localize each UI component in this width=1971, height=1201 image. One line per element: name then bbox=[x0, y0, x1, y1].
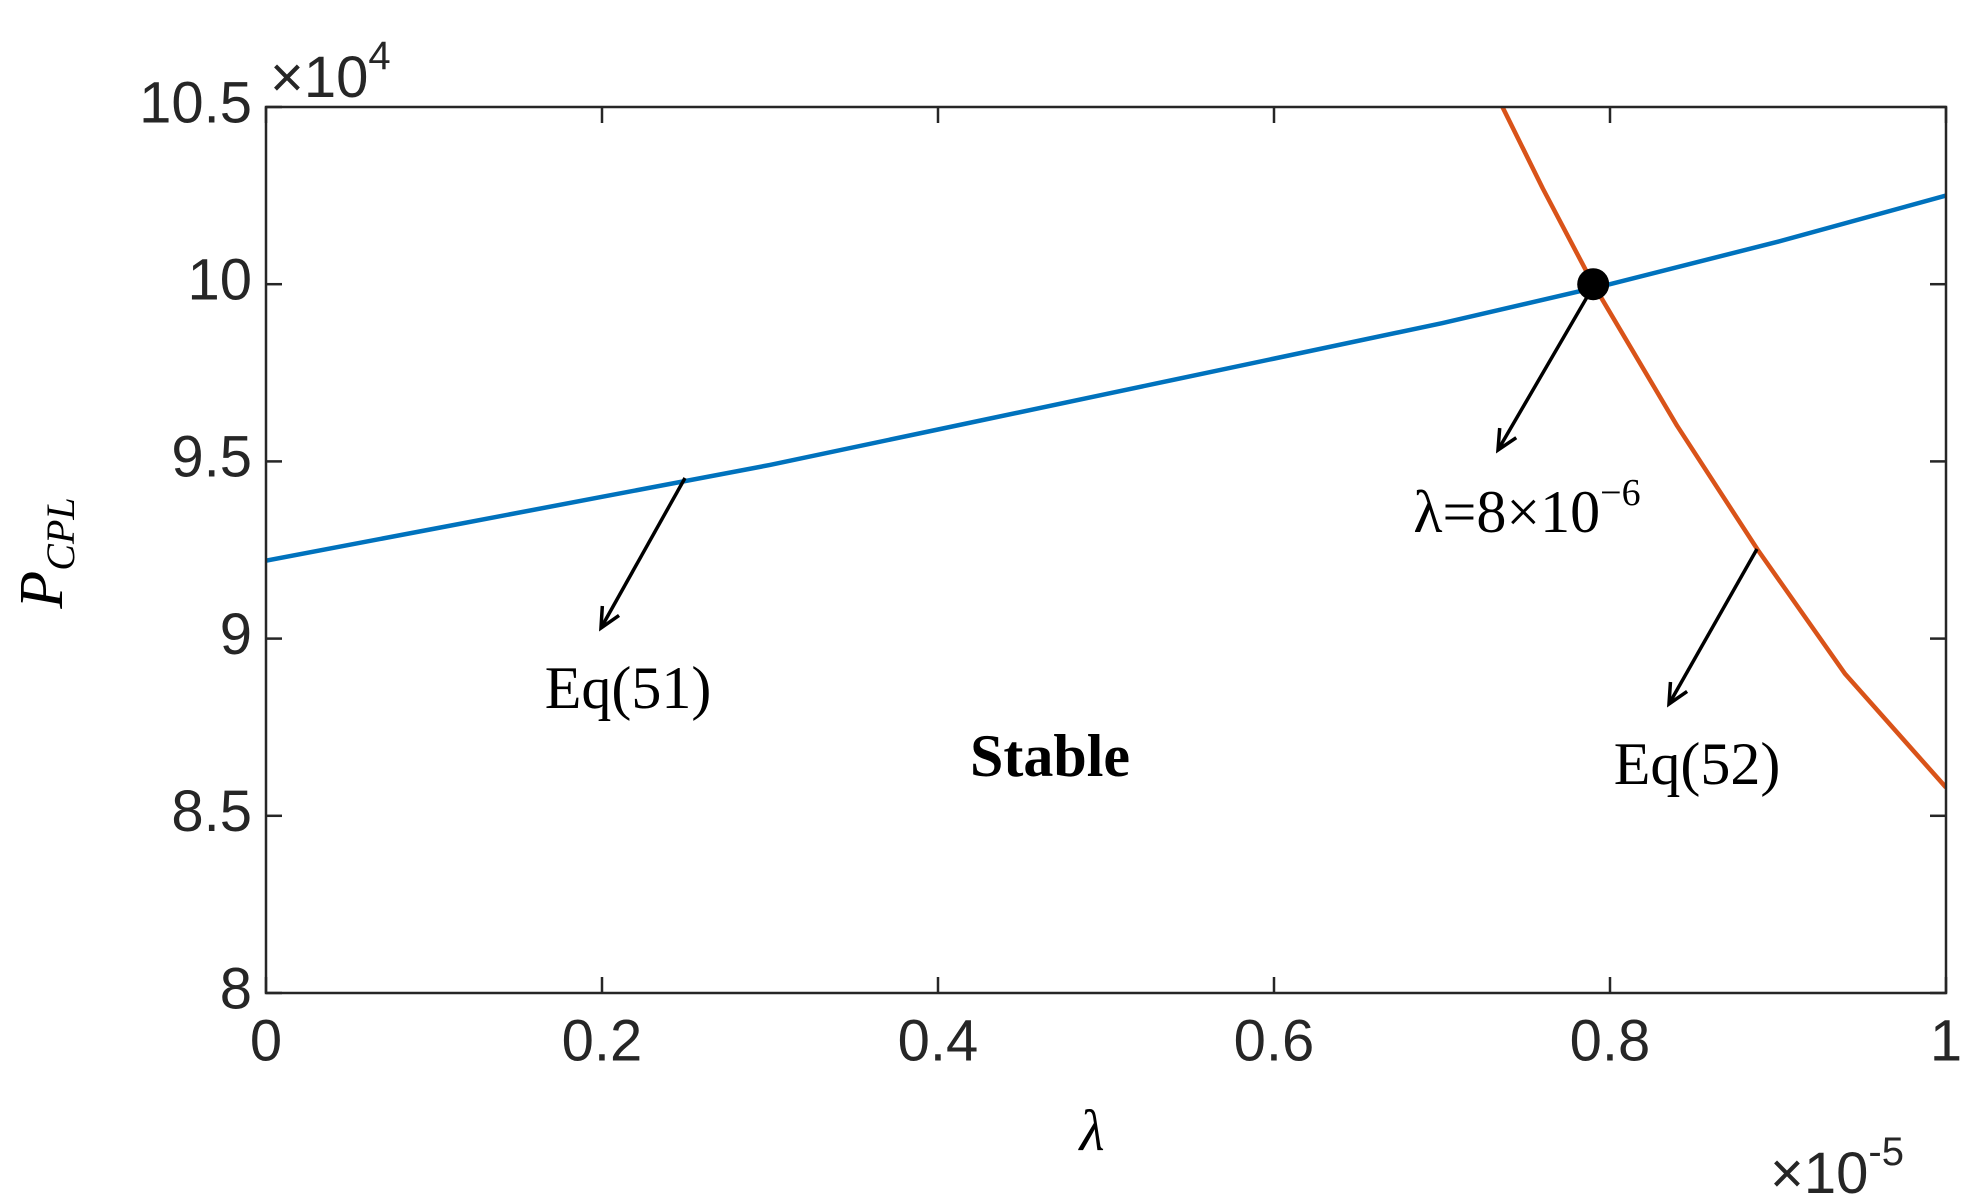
x-multiplier-exponent: -5 bbox=[1868, 1130, 1904, 1174]
intersection-point bbox=[1577, 268, 1610, 301]
series-line bbox=[266, 193, 1946, 563]
x-multiplier-base: ×10 bbox=[1770, 1141, 1868, 1201]
arrow-head bbox=[1495, 427, 1518, 454]
annotation-superscript: −6 bbox=[1600, 472, 1640, 514]
x-tick-label: 1 bbox=[1930, 1008, 1962, 1073]
annotation: λ=8×10−6 bbox=[1413, 472, 1640, 545]
annotation-text: Stable bbox=[970, 723, 1130, 789]
x-tick-label: 0.8 bbox=[1570, 1008, 1651, 1073]
y-multiplier-exponent: 4 bbox=[368, 34, 390, 78]
y-axis-label-subscript: CPL bbox=[38, 497, 83, 570]
x-tick-label: 0 bbox=[250, 1008, 282, 1073]
annotation-text: λ=8×10 bbox=[1413, 479, 1600, 545]
annotation-text: Eq(51) bbox=[545, 655, 712, 721]
axes: 8 8.5 9 9.5 10 10.5 0 0.2 0.4 0.6 0.8 1 bbox=[139, 70, 1962, 1073]
annotation: Eq(52) bbox=[1614, 731, 1781, 797]
x-tick-label: 0.6 bbox=[1234, 1008, 1315, 1073]
y-axis-label-main: P bbox=[8, 571, 76, 610]
plot-area bbox=[266, 107, 1946, 789]
y-multiplier-base: ×10 bbox=[270, 45, 368, 110]
x-tick-label: 0.4 bbox=[898, 1008, 979, 1073]
annotations: Eq(51) Eq(52) Stable λ=8×10−6 bbox=[545, 291, 1781, 797]
y-axis-label: PCPL bbox=[8, 497, 83, 609]
x-multiplier: ×10-5 bbox=[1770, 1130, 1904, 1201]
y-tick-label: 9.5 bbox=[171, 425, 252, 490]
arrow bbox=[1496, 291, 1592, 451]
annotation: Eq(51) bbox=[545, 655, 712, 721]
annotation: Stable bbox=[970, 723, 1130, 789]
y-multiplier: ×104 bbox=[270, 34, 391, 111]
y-tick-label: 10.5 bbox=[139, 70, 252, 135]
y-tick-label: 10 bbox=[187, 248, 252, 313]
arrow-head bbox=[1667, 681, 1689, 708]
y-tick-label: 9 bbox=[220, 602, 252, 667]
x-tick-label: 0.2 bbox=[562, 1008, 643, 1073]
arrow-head bbox=[599, 605, 621, 632]
x-axis-label: λ bbox=[1077, 1098, 1104, 1163]
annotation-text: Eq(52) bbox=[1614, 731, 1781, 797]
series-line bbox=[1500, 107, 1946, 789]
axes-box bbox=[264, 105, 1948, 995]
y-tick-label: 8.5 bbox=[171, 779, 252, 844]
arrow bbox=[1667, 548, 1759, 705]
arrow bbox=[599, 477, 687, 629]
y-tick-label: 8 bbox=[220, 956, 252, 1021]
